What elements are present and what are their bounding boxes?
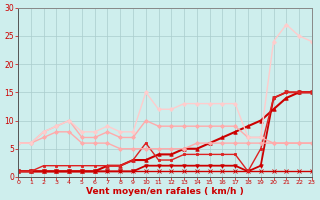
X-axis label: Vent moyen/en rafales ( km/h ): Vent moyen/en rafales ( km/h ): [86, 187, 244, 196]
